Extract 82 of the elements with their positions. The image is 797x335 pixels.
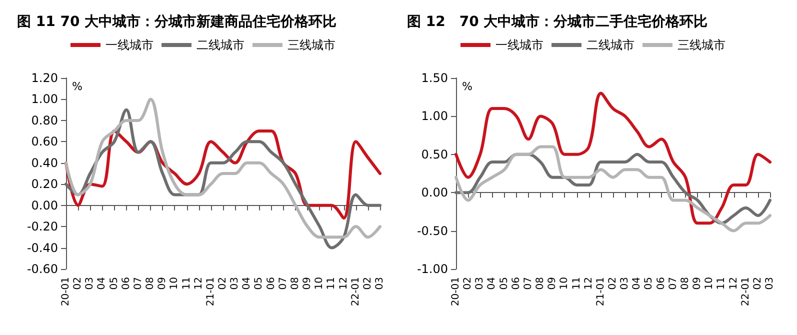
y-tick-label: 1.20 [31, 71, 58, 85]
x-tick-label: 10 [169, 277, 180, 290]
x-tick-label: 03 [374, 277, 386, 290]
y-tick-label: -0.50 [416, 224, 448, 238]
x-tick-label: 12 [728, 277, 740, 290]
y-tick-label: 0.60 [31, 134, 58, 149]
y-tick-label: -0.40 [26, 240, 58, 255]
x-tick-label: 02 [72, 277, 84, 290]
x-tick-label: 02 [608, 277, 618, 290]
x-tick-label: 06 [656, 277, 667, 290]
x-tick-label: 11 [326, 277, 338, 290]
y-tick-label: -0.60 [26, 262, 58, 276]
x-tick-label: 02 [462, 277, 474, 290]
x-tick-label: 20-01 [60, 277, 72, 306]
legend-label: 一线城市 [106, 38, 154, 52]
x-tick-label: 03 [84, 277, 96, 290]
x-tick-label: 09 [547, 277, 558, 290]
y-tick-label: 1.00 [421, 109, 448, 124]
x-tick-label: 07 [132, 277, 144, 290]
legend-label: 三线城市 [678, 38, 726, 52]
x-tick-label: 08 [145, 277, 156, 290]
x-tick-label: 08 [290, 277, 301, 290]
y-tick-label: 0.20 [31, 177, 58, 192]
x-tick-label: 06 [510, 277, 522, 290]
x-tick-label: 12 [338, 277, 350, 290]
x-tick-label: 22-01 [350, 277, 362, 306]
x-tick-label: 07 [522, 277, 534, 290]
x-tick-label: 22-01 [740, 277, 752, 306]
y-axis-title: % [72, 80, 82, 93]
x-tick-label: 10 [559, 277, 570, 290]
x-tick-label: 03 [620, 277, 631, 290]
x-tick-label: 21-01 [595, 277, 606, 306]
y-tick-label: 1.00 [31, 92, 58, 106]
x-tick-label: 04 [96, 277, 108, 290]
y-axis-title: % [462, 80, 472, 93]
x-tick-label: 04 [242, 277, 253, 290]
x-tick-label: 02 [218, 277, 228, 290]
x-tick-label: 03 [764, 277, 776, 290]
y-tick-label: 0.00 [421, 186, 448, 200]
line-series [454, 145, 772, 232]
line-series [454, 92, 772, 225]
x-tick-label: 20-01 [450, 277, 462, 306]
x-tick-label: 08 [535, 277, 546, 290]
x-tick-label: 04 [486, 277, 498, 290]
y-tick-label: 0.80 [31, 113, 58, 128]
x-tick-label: 06 [120, 277, 132, 290]
x-tick-label: 11 [571, 277, 582, 290]
x-tick-label: 03 [230, 277, 241, 290]
chart-title: 图 12 70 大中城市：分城市二手住宅价格环比 [407, 13, 708, 30]
y-tick-label: 1.50 [421, 71, 448, 85]
x-tick-label: 12 [583, 277, 594, 290]
x-tick-label: 05 [498, 277, 510, 290]
x-tick-label: 11 [716, 277, 728, 290]
y-tick-label: -0.20 [26, 220, 58, 234]
chart-title: 图 11 70 大中城市：分城市新建商品住宅价格环比 [17, 13, 337, 30]
legend-label: 一线城市 [496, 38, 544, 52]
x-tick-label: 07 [278, 277, 289, 290]
y-tick-label: -1.00 [416, 262, 448, 276]
x-tick-label: 12 [193, 277, 204, 290]
y-tick-label: 0.00 [31, 198, 58, 212]
x-tick-label: 03 [474, 277, 486, 290]
x-tick-label: 02 [362, 277, 374, 290]
x-tick-label: 05 [108, 277, 120, 290]
y-tick-label: 0.40 [31, 156, 58, 170]
x-tick-label: 21-01 [205, 277, 216, 306]
legend-label: 二线城市 [196, 38, 244, 52]
x-tick-label: 06 [266, 277, 277, 290]
x-tick-label: 10 [704, 277, 716, 290]
x-tick-label: 10 [314, 277, 326, 290]
x-tick-label: 07 [668, 277, 679, 290]
x-tick-label: 04 [632, 277, 643, 290]
y-tick-label: 0.50 [421, 147, 448, 162]
x-tick-label: 09 [692, 277, 704, 290]
x-tick-label: 02 [752, 277, 764, 290]
x-tick-label: 09 [302, 277, 314, 290]
legend-label: 二线城市 [586, 38, 634, 52]
legend-label: 三线城市 [288, 38, 336, 52]
x-tick-label: 09 [157, 277, 168, 290]
x-tick-label: 05 [254, 277, 265, 290]
x-tick-label: 11 [181, 277, 192, 290]
x-tick-label: 08 [680, 277, 691, 290]
x-tick-label: 05 [644, 277, 655, 290]
